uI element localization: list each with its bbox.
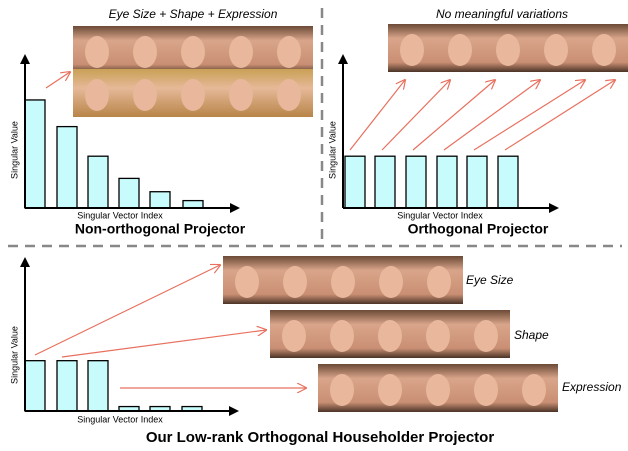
arrows [34, 72, 615, 388]
row-label: Expression [562, 380, 622, 394]
face-image [427, 266, 451, 298]
x-axis-label: Singular Vector Index [77, 414, 163, 424]
bar [182, 199, 204, 209]
face-image [400, 34, 424, 66]
x-axis-label: Singular Vector Index [397, 210, 483, 220]
face-image [496, 34, 520, 66]
y-axis-label: Singular Value [9, 121, 19, 179]
bar [24, 360, 46, 412]
face-image [277, 36, 301, 68]
face-image [282, 320, 306, 352]
caption: Eye Size + Shape + Expression [109, 7, 278, 21]
face-image [544, 34, 568, 66]
face-image [85, 79, 109, 111]
face-image [235, 266, 259, 298]
face-image [474, 320, 498, 352]
row-label: Shape [514, 328, 549, 342]
face-image [277, 79, 301, 111]
bar [24, 99, 46, 209]
face-image [330, 320, 354, 352]
face-image [522, 374, 546, 406]
image-strips [73, 24, 628, 412]
bar [405, 155, 427, 209]
face-image [448, 34, 472, 66]
caption: No meaningful variations [436, 7, 568, 21]
face-image [283, 266, 307, 298]
bar [497, 155, 519, 209]
chart-title: Our Low-rank Orthogonal Householder Proj… [146, 429, 495, 446]
face-image [133, 79, 157, 111]
y-axis-label: Singular Value [9, 326, 19, 384]
face-image [330, 374, 354, 406]
face-image [229, 79, 253, 111]
face-image [181, 79, 205, 111]
bar [56, 125, 78, 209]
chart-title: Non-orthogonal Projector [75, 221, 246, 237]
face-image [181, 36, 205, 68]
chart-title: Orthogonal Projector [408, 221, 549, 237]
bar [344, 155, 366, 209]
bar [466, 155, 488, 209]
bar [56, 360, 78, 412]
face-image [378, 374, 402, 406]
bar [149, 191, 171, 209]
face-image [379, 266, 403, 298]
face-image [426, 374, 450, 406]
bar [87, 155, 109, 209]
face-image [133, 36, 157, 68]
y-axis-label: Singular Value [327, 121, 337, 179]
bar [87, 360, 109, 412]
face-image [426, 320, 450, 352]
face-image [592, 34, 616, 66]
face-image [229, 36, 253, 68]
face-image [474, 374, 498, 406]
bar [374, 155, 396, 209]
bar [118, 177, 140, 209]
row-label: Eye Size [466, 273, 514, 287]
x-axis-label: Singular Vector Index [77, 210, 163, 220]
face-image [331, 266, 355, 298]
face-image [378, 320, 402, 352]
face-image [85, 36, 109, 68]
bar [436, 155, 458, 209]
